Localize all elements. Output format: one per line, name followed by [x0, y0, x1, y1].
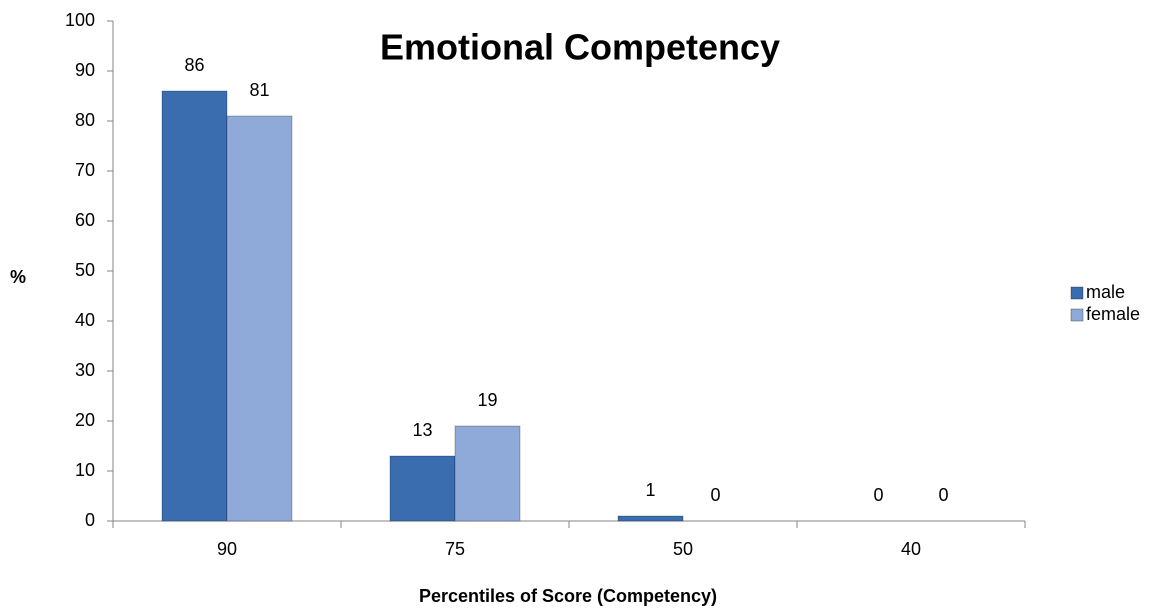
y-tick-label: 10	[75, 460, 95, 480]
x-axis-label: Percentiles of Score (Competency)	[419, 586, 717, 606]
y-tick-label: 40	[75, 310, 95, 330]
data-label: 13	[412, 420, 432, 440]
bar	[161, 90, 228, 522]
bar	[454, 425, 521, 522]
data-label: 1	[645, 480, 655, 500]
y-tick-label: 30	[75, 360, 95, 380]
y-tick-label: 50	[75, 260, 95, 280]
x-tick-label: 90	[217, 539, 237, 559]
chart-title: Emotional Competency	[380, 27, 780, 68]
legend-label: male	[1086, 282, 1125, 302]
y-tick-label: 20	[75, 410, 95, 430]
legend-label: female	[1086, 304, 1140, 324]
x-tick-label: 50	[673, 539, 693, 559]
legend-swatch	[1070, 308, 1084, 322]
legend-swatch	[1070, 286, 1084, 300]
y-axis-label: %	[10, 267, 26, 287]
bar	[389, 455, 456, 522]
x-tick-label: 75	[445, 539, 465, 559]
y-tick-label: 100	[65, 10, 95, 30]
data-label: 86	[184, 55, 204, 75]
data-label: 19	[477, 390, 497, 410]
data-label: 0	[938, 485, 948, 505]
y-tick-label: 0	[85, 510, 95, 530]
data-label: 0	[873, 485, 883, 505]
y-tick-label: 70	[75, 160, 95, 180]
x-tick-label: 40	[901, 539, 921, 559]
bar	[617, 515, 684, 522]
bar	[226, 115, 293, 522]
y-tick-label: 60	[75, 210, 95, 230]
y-tick-label: 90	[75, 60, 95, 80]
y-tick-label: 80	[75, 110, 95, 130]
data-label: 0	[710, 485, 720, 505]
data-label: 81	[249, 80, 269, 100]
